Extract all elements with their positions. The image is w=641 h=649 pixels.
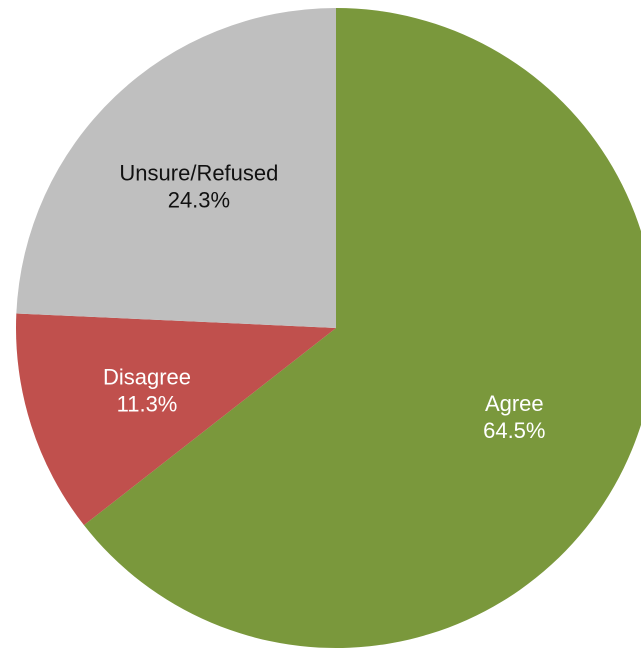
pie-slice-unsure-refused [16, 8, 337, 328]
slice-label-unsure-refused: Unsure/Refused [119, 161, 278, 186]
pie-slice-agree [83, 8, 641, 648]
slice-label-agree: Agree [485, 391, 544, 416]
slice-value-disagree: 11.3% [117, 391, 178, 416]
slice-label-disagree: Disagree [103, 364, 191, 389]
slice-value-agree: 64.5% [483, 418, 545, 443]
slice-value-unsure-refused: 24.3% [168, 188, 230, 213]
pie-slices [15, 8, 641, 648]
pie-slice-disagree [15, 313, 336, 526]
